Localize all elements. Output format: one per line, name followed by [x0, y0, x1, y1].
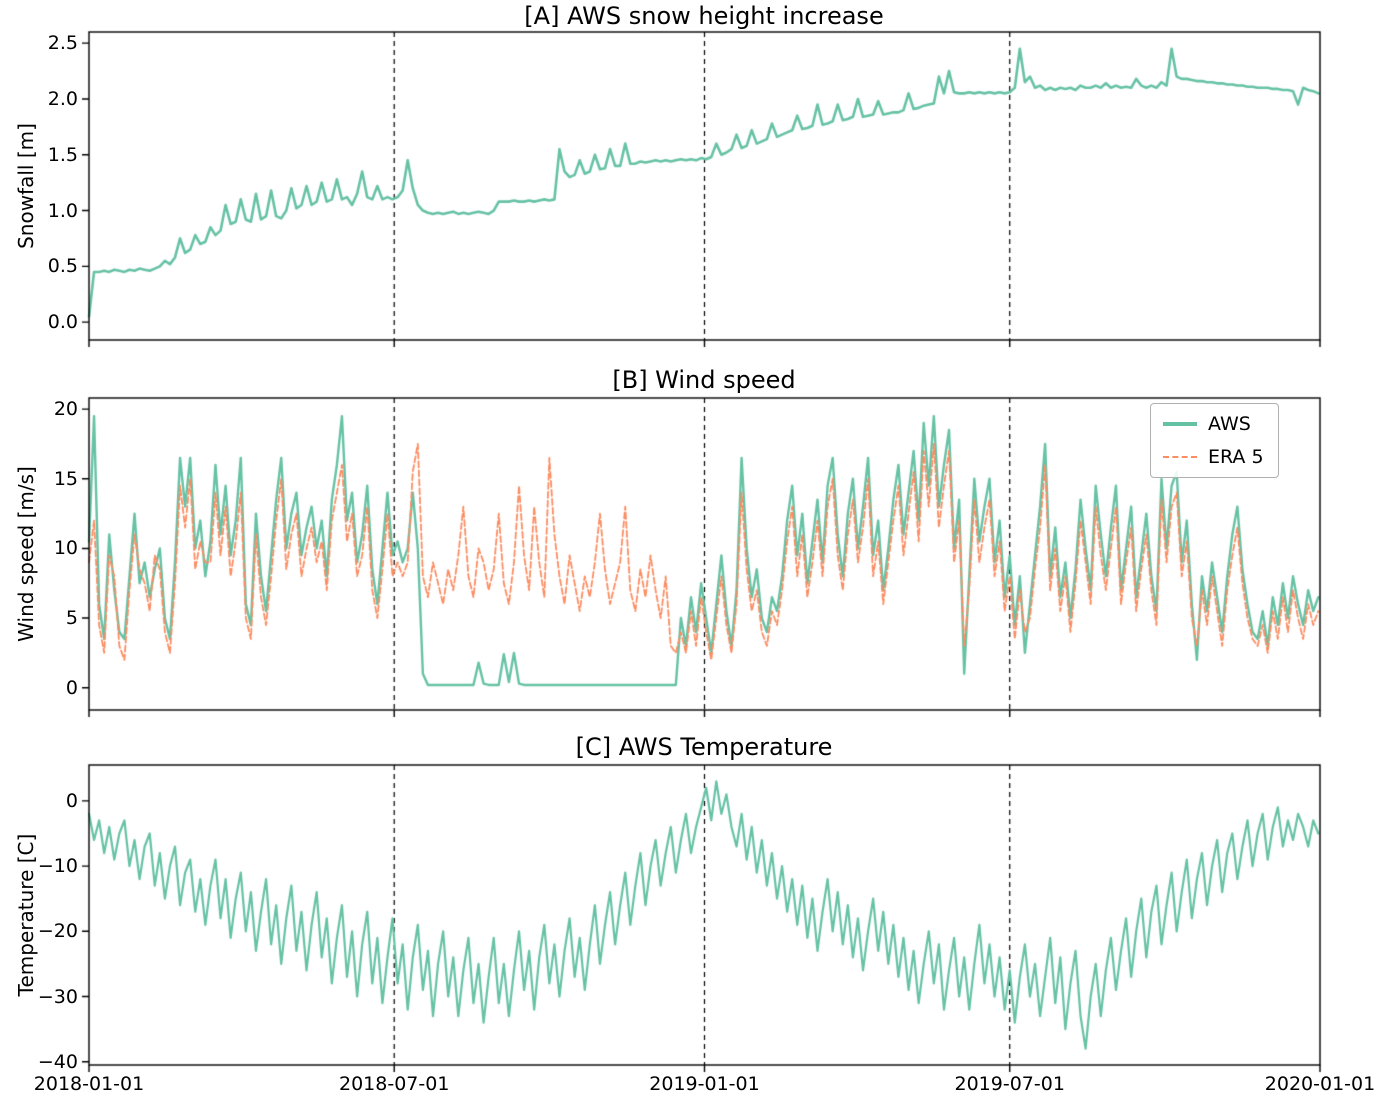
- panel-b-title: [B] Wind speed: [612, 366, 796, 394]
- x-tick-label: 2019-07-01: [954, 1073, 1065, 1095]
- legend: AWS ERA 5: [1150, 403, 1279, 478]
- y-tick-label: 1.5: [47, 143, 78, 166]
- y-tick-label: 15: [53, 467, 78, 490]
- y-tick-label: 5: [65, 607, 78, 630]
- y-tick-label: 0.0: [47, 311, 78, 334]
- x-tick-label: 2018-01-01: [33, 1073, 145, 1095]
- legend-label-era5: ERA 5: [1208, 446, 1264, 468]
- y-tick-label: −20: [37, 920, 78, 943]
- y-tick-label: 0: [65, 676, 78, 699]
- panel-c-title: [C] AWS Temperature: [575, 733, 833, 761]
- y-tick-label: 0.5: [47, 255, 78, 278]
- y-tick-label: −30: [37, 985, 78, 1008]
- legend-entry-aws: AWS: [1163, 413, 1264, 435]
- panel-a-ylabel: Snowfall [m]: [14, 123, 38, 249]
- y-tick-label: 2.0: [47, 87, 78, 110]
- x-tick-label: 2020-01-01: [1264, 1073, 1376, 1095]
- y-tick-label: 1.0: [47, 199, 78, 222]
- panel-b-ylabel: Wind speed [m/s]: [14, 466, 38, 642]
- legend-label-aws: AWS: [1208, 413, 1251, 435]
- panel-c-ylabel: Temperature [C]: [14, 833, 38, 997]
- era5-line-sample: [1163, 456, 1197, 458]
- aws-line-sample: [1163, 422, 1197, 426]
- y-tick-label: 2.5: [47, 32, 78, 55]
- y-tick-label: 10: [53, 537, 78, 560]
- y-tick-label: −10: [37, 855, 78, 878]
- x-tick-label: 2019-01-01: [649, 1073, 760, 1095]
- y-tick-label: −40: [37, 1050, 78, 1073]
- panel-a-title: [A] AWS snow height increase: [524, 2, 884, 30]
- legend-entry-era5: ERA 5: [1163, 446, 1264, 468]
- x-tick-label: 2018-07-01: [339, 1073, 450, 1095]
- y-tick-label: 0: [65, 789, 78, 812]
- y-tick-label: 20: [53, 398, 78, 421]
